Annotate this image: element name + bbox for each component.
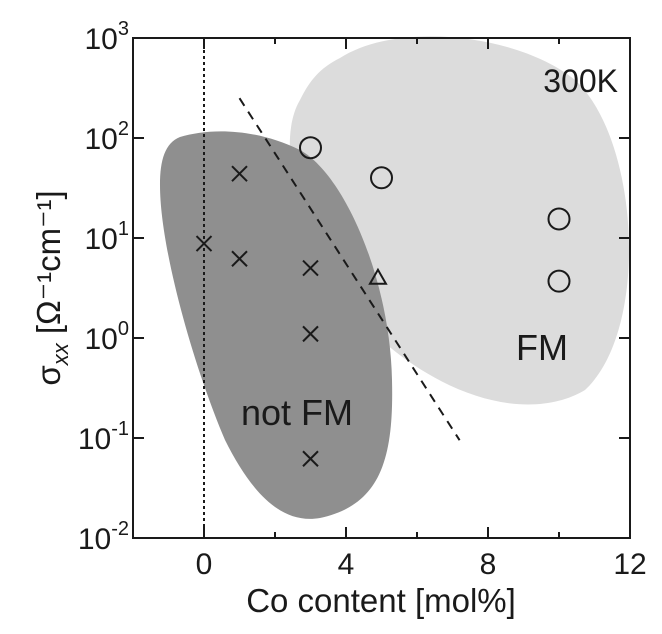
regions-layer: [160, 36, 630, 519]
y-tick-label: 100: [85, 318, 130, 356]
y-tick-label: 101: [85, 218, 130, 256]
y-axis-title-subscript: xx: [48, 342, 73, 366]
data-points-layer: [195, 136, 571, 467]
tick-labels-layer: 0 4 8 12 10-2 10-1 100 101 102 103: [78, 18, 647, 581]
x-tick-label: 8: [480, 548, 497, 581]
reference-lines-layer: [203, 38, 461, 538]
cross-marker: [302, 259, 319, 277]
y-axis-title-rest: [Ω⁻¹cm⁻¹]: [30, 190, 67, 343]
cross-marker: [302, 450, 319, 467]
x-axis-title: Co content [mol%]: [246, 582, 516, 619]
ticks-layer: [132, 37, 631, 539]
circle-marker: [547, 207, 571, 231]
x-tick-label: 4: [338, 548, 355, 581]
y-tick-label: 102: [85, 118, 130, 156]
dashed-reference-line: [238, 97, 461, 441]
plot-frame: [132, 37, 631, 539]
y-axis-title: σxx [Ω⁻¹cm⁻¹]: [30, 190, 73, 385]
x-tick-label: 12: [613, 548, 646, 581]
y-axis-title-symbol: σ: [30, 365, 67, 385]
cross-marker: [231, 250, 248, 267]
triangle-marker: [368, 267, 388, 285]
cross-marker: [302, 325, 319, 343]
region-label-fm: FM: [516, 327, 568, 368]
cross-marker: [195, 235, 213, 252]
circle-marker: [547, 269, 571, 293]
circle-marker: [370, 166, 393, 190]
temperature-annotation: 300K: [543, 63, 618, 99]
x-tick-label: 0: [196, 548, 213, 581]
not-fm-region: [160, 131, 393, 519]
region-label-not-fm: not FM: [241, 392, 353, 433]
y-tick-label: 103: [85, 18, 130, 56]
circle-marker: [299, 136, 322, 160]
y-tick-label: 10-2: [78, 518, 129, 556]
y-tick-label: 10-1: [78, 418, 129, 456]
cross-marker: [231, 165, 248, 182]
